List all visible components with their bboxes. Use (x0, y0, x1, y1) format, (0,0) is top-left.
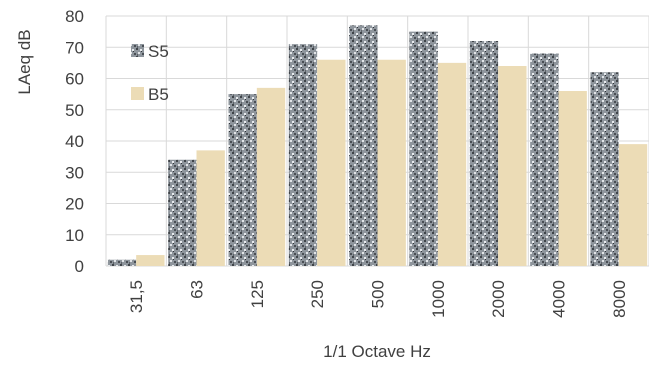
bar-s5-8000 (590, 72, 619, 266)
x-tick-label: 125 (248, 280, 267, 308)
y-tick-label: 70 (65, 38, 84, 57)
legend-swatch-b5 (131, 87, 144, 100)
bar-b5-125 (256, 87, 286, 266)
bar-s5-31-5 (107, 259, 137, 266)
bar-s5-63 (168, 159, 197, 266)
x-tick-label: 31,5 (127, 280, 146, 313)
bar-b5-63 (196, 150, 225, 266)
legend-swatch-s5 (131, 44, 144, 57)
bar-b5-8000 (618, 144, 648, 266)
bar-b5-1000 (437, 62, 467, 266)
bar-b5-500 (377, 59, 406, 266)
x-tick-label: 4000 (550, 280, 569, 318)
bar-b5-2000 (498, 66, 527, 266)
bar-b5-250 (317, 59, 346, 266)
legend: S5 B5 (131, 42, 169, 104)
x-tick-label: 63 (188, 280, 207, 299)
y-tick-label: 80 (65, 7, 84, 26)
y-tick-label: 60 (65, 70, 84, 89)
y-axis-ticks: 0 10 20 30 40 50 60 70 80 (65, 7, 84, 276)
x-tick-label: 8000 (610, 280, 629, 318)
bar-s5-1000 (409, 31, 438, 266)
legend-label-s5: S5 (148, 42, 169, 61)
bar-b5-31-5 (136, 255, 165, 266)
bar-s5-4000 (530, 53, 559, 266)
bars (107, 25, 648, 266)
bar-s5-500 (349, 25, 378, 266)
legend-label-b5: B5 (148, 85, 169, 104)
x-axis-label: 1/1 Octave Hz (323, 342, 431, 361)
x-tick-label: 250 (308, 280, 327, 308)
x-tick-label: 2000 (489, 280, 508, 318)
bar-s5-125 (228, 94, 257, 266)
y-tick-label: 10 (65, 226, 84, 245)
y-tick-label: 30 (65, 163, 84, 182)
x-axis-ticks: 31,5 63 125 250 500 1000 2000 4000 8000 (127, 280, 629, 318)
y-tick-label: 0 (75, 257, 84, 276)
y-tick-label: 20 (65, 195, 84, 214)
bar-b5-4000 (558, 91, 587, 266)
y-tick-label: 40 (65, 132, 84, 151)
bar-s5-250 (288, 44, 318, 266)
x-tick-label: 500 (369, 280, 388, 308)
y-tick-label: 50 (65, 101, 84, 120)
x-tick-label: 1000 (429, 280, 448, 318)
bar-s5-2000 (469, 41, 499, 266)
y-axis-label: LAeq dB (15, 29, 34, 94)
